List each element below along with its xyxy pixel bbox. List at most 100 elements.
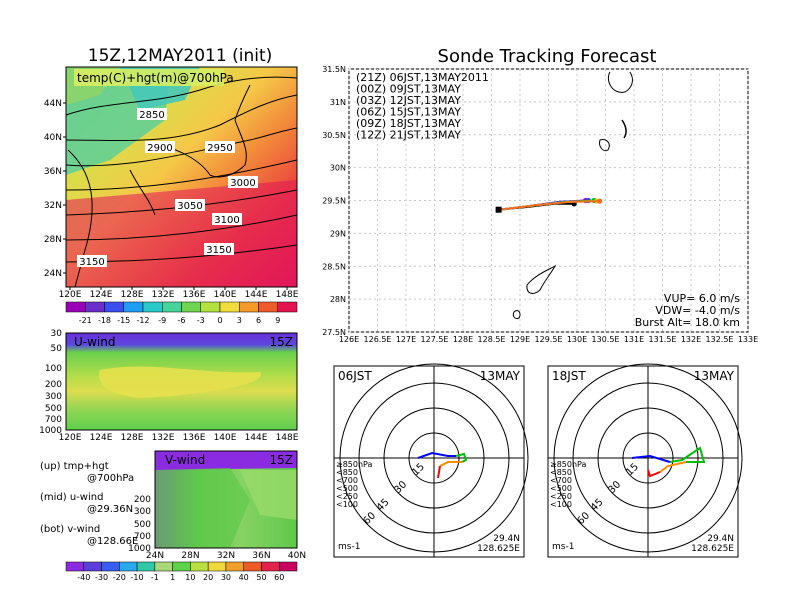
hodograph-18jst: 18JST 13MAY15304560ms-129.4N128.625E≥850h… bbox=[547, 363, 743, 558]
x-tick-label: 24N bbox=[146, 551, 164, 561]
vwind-plot bbox=[154, 450, 298, 549]
y-tick-label: 29N bbox=[330, 229, 346, 238]
contour-label: 2950 bbox=[207, 143, 232, 154]
legend-mid: (mid) u-wind bbox=[40, 492, 103, 503]
colorbar-tick-label: -10 bbox=[131, 573, 144, 582]
hodo-time-label: 06JST bbox=[338, 369, 372, 383]
y-tick-label: 31N bbox=[330, 98, 346, 107]
uwind-plot bbox=[65, 332, 298, 431]
colorbar-tick-label: 40 bbox=[239, 573, 249, 582]
left-map-title: 15Z,12MAY2011 (init) bbox=[88, 46, 273, 66]
side-legend: (up) tmp+hgt @700hPa (mid) u-wind @29.36… bbox=[40, 461, 138, 547]
hodo-trace bbox=[659, 461, 687, 473]
hodo-trace bbox=[417, 451, 456, 459]
x-tick-label: 130.5E bbox=[592, 335, 620, 344]
y-tick-label: 44N bbox=[44, 99, 62, 109]
colorbar-swatch bbox=[142, 301, 163, 313]
y-tick-label: 40N bbox=[44, 133, 62, 143]
x-tick-label: 132E bbox=[152, 290, 175, 300]
contour-label: 3150 bbox=[206, 245, 231, 256]
colorbar-tick-label: 20 bbox=[203, 573, 213, 582]
colorbar-swatch bbox=[104, 301, 124, 313]
legend-entry: (00Z) 09JST,13MAY bbox=[356, 83, 461, 96]
colorbar-tick-label: -20 bbox=[113, 573, 126, 582]
legend-up: (up) tmp+hgt bbox=[40, 461, 109, 472]
contour-label: 2900 bbox=[147, 143, 172, 154]
x-tick-label: 128E bbox=[453, 335, 473, 344]
legend-entry: (21Z) 06JST,13MAY2011 bbox=[356, 71, 489, 84]
x-tick-label: 128E bbox=[121, 433, 144, 443]
launch-marker bbox=[495, 206, 502, 213]
info-burst: Burst Alt= 18.0 km bbox=[635, 316, 740, 329]
x-tick-label: 124E bbox=[90, 433, 113, 443]
x-tick-label: 129E bbox=[510, 335, 530, 344]
x-tick-label: 132.5E bbox=[706, 335, 734, 344]
track-lines bbox=[495, 197, 603, 213]
uwind-label: U-wind bbox=[74, 335, 115, 349]
colorbar-tick-label: 60 bbox=[274, 573, 284, 582]
info-vdw: VDW= -4.0 m/s bbox=[655, 304, 740, 317]
y-tick-label: 28.5N bbox=[322, 262, 346, 271]
x-tick-label: 28N bbox=[181, 551, 199, 561]
legend-entry: (03Z) 12JST,13MAY bbox=[356, 94, 461, 107]
hodo-trace bbox=[455, 452, 468, 463]
hodo-unit: ms-1 bbox=[552, 542, 574, 552]
colorbar-swatch bbox=[225, 561, 244, 572]
legend-entry: (06Z) 15JST,13MAY bbox=[356, 106, 461, 119]
y-tick-label: 700 bbox=[45, 415, 62, 425]
y-tick-label: 32N bbox=[44, 201, 62, 211]
colorbar-tick-label: 30 bbox=[221, 573, 231, 582]
map1-x-axis: 120E 124E 128E 132E 136E 140E 144E 148E bbox=[59, 287, 299, 300]
y-tick-label: 200 bbox=[45, 380, 62, 390]
level-legend-entry: <850 bbox=[336, 468, 358, 477]
colorbar-tick-label: -12 bbox=[136, 316, 149, 325]
y-tick-label: 1000 bbox=[128, 544, 151, 554]
level-legend-entry: <700 bbox=[550, 476, 572, 485]
colorbar-tick-label: -1 bbox=[151, 573, 159, 582]
hodo-trace bbox=[439, 461, 462, 467]
level-legend-entry: ≥850hPa bbox=[336, 460, 373, 469]
x-tick-label: 140E bbox=[214, 290, 237, 300]
colorbar-swatch bbox=[181, 301, 201, 313]
colorbar-swatch bbox=[83, 561, 102, 572]
x-tick-label: 140E bbox=[214, 433, 237, 443]
track-legend: (21Z) 06JST,13MAY2011(00Z) 09JST,13MAY(0… bbox=[356, 71, 489, 142]
x-tick-label: 128.5E bbox=[478, 335, 506, 344]
x-tick-label: 131E bbox=[624, 335, 644, 344]
track-info: VUP= 6.0 m/s VDW= -4.0 m/s Burst Alt= 18… bbox=[635, 292, 741, 329]
level-legend-entry: <700 bbox=[336, 476, 358, 485]
track-line bbox=[498, 200, 600, 211]
temp-panel-label: temp(C)+hgt(m)@700hPa bbox=[77, 71, 234, 85]
x-tick-label: 144E bbox=[245, 290, 268, 300]
contour-labels: 2850 2900 2950 3000 3050 3100 3150 3150 bbox=[77, 108, 258, 268]
x-tick-label: 131.5E bbox=[649, 335, 677, 344]
y-tick-label: 300 bbox=[45, 392, 62, 402]
hodo-lat: 29.4N bbox=[707, 534, 734, 544]
wind-colorbar: -40 -30 -20 -10 -1 1 10 20 30 40 50 60 bbox=[65, 561, 298, 582]
colorbar-swatch bbox=[65, 561, 85, 572]
temp-map-plot bbox=[65, 66, 298, 288]
colorbar-swatch bbox=[258, 301, 278, 313]
y-tick-label: 27.5N bbox=[322, 328, 346, 337]
hodo-trace bbox=[669, 446, 706, 463]
level-legend-entry: ≥850hPa bbox=[550, 460, 587, 469]
y-tick-label: 200 bbox=[134, 495, 151, 505]
colorbar-tick-label: 6 bbox=[256, 316, 261, 325]
level-legend-entry: <850 bbox=[550, 468, 572, 477]
info-vup: VUP= 6.0 m/s bbox=[664, 292, 740, 305]
colorbar-swatch bbox=[119, 561, 138, 572]
hodo-trace bbox=[647, 469, 661, 478]
vwind-y-axis: 200 300 500 700 1000 bbox=[128, 495, 151, 554]
colorbar-swatch bbox=[136, 561, 156, 572]
y-tick-label: 30.5N bbox=[322, 131, 346, 140]
hodo-lon: 128.625E bbox=[477, 544, 520, 554]
hodo-frame bbox=[547, 365, 739, 558]
colorbar-tick-label: 9 bbox=[275, 316, 280, 325]
legend-bot-level: @128.66E bbox=[87, 536, 138, 547]
colorbar-swatch bbox=[101, 561, 120, 572]
x-tick-label: 129.5E bbox=[535, 335, 563, 344]
y-tick-label: 30N bbox=[330, 164, 346, 173]
x-tick-label: 136E bbox=[183, 433, 206, 443]
colorbar-tick-label: -30 bbox=[95, 573, 108, 582]
